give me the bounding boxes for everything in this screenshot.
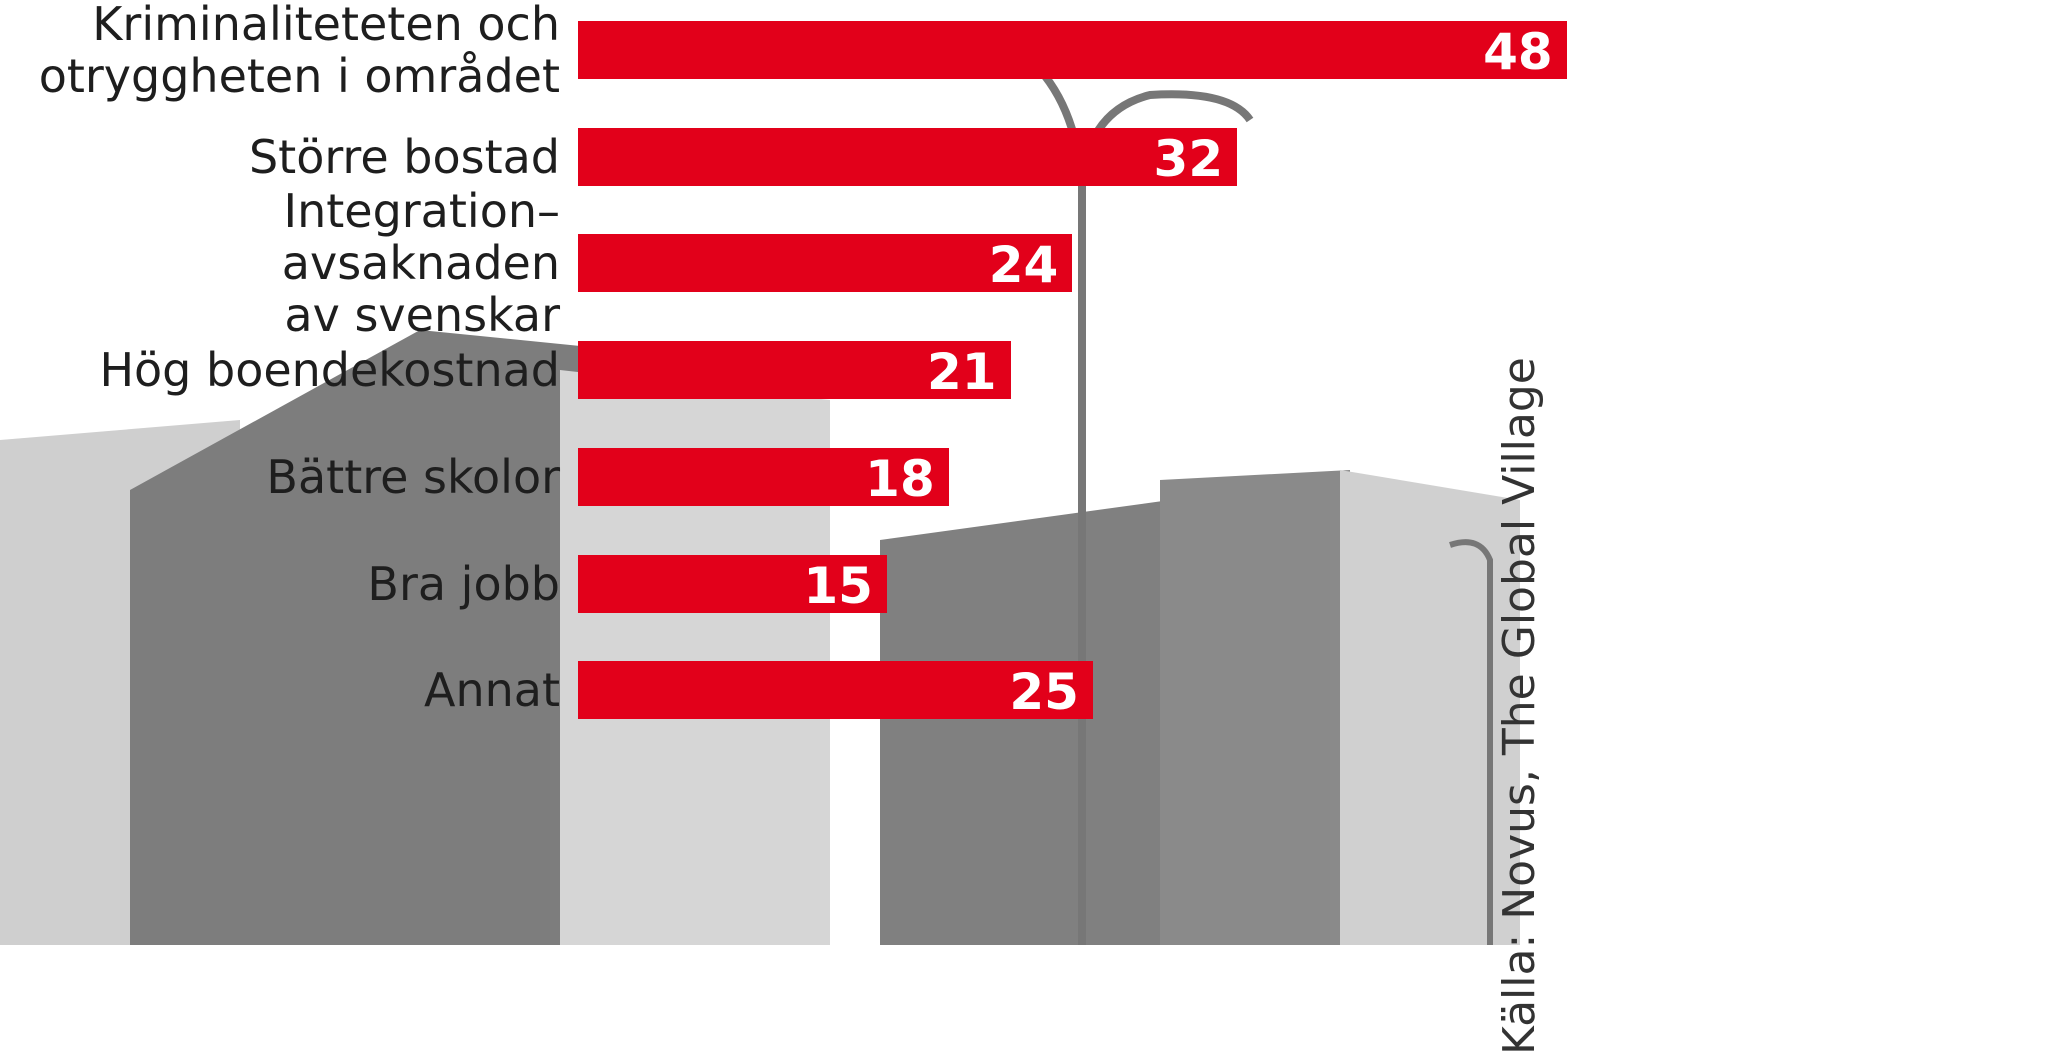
page: Källa: Novus, The Global Village (() => … — [0, 0, 1567, 1055]
bar — [578, 661, 1093, 720]
bar — [578, 21, 1567, 79]
category-label: Annat — [423, 663, 560, 718]
bar — [578, 127, 1238, 186]
building — [1340, 470, 1520, 945]
category-label: Större bostad — [248, 129, 560, 184]
category-label: Hög boendekostnad — [99, 343, 560, 398]
category-label: Bra jobb — [367, 556, 560, 611]
category-label: Kriminaliteteten och otryggheten i områd… — [38, 0, 560, 103]
value-label: 18 — [865, 449, 935, 508]
value-label: 24 — [988, 236, 1059, 295]
value-label: 32 — [1153, 129, 1224, 188]
building — [130, 330, 620, 945]
building — [1160, 470, 1350, 945]
value-label: 21 — [926, 343, 997, 402]
category-label: Integration– avsaknaden av svenskar — [281, 184, 560, 343]
category-label: Bättre skolor — [266, 449, 560, 504]
value-label: 48 — [1483, 23, 1553, 81]
building — [560, 370, 830, 945]
bar — [578, 234, 1073, 293]
building — [880, 500, 1170, 945]
bar — [578, 554, 887, 613]
bar — [578, 447, 949, 506]
source-note: Källa: Novus, The Global Village — [1494, 357, 1545, 1055]
value-label: 25 — [1009, 663, 1079, 722]
lamp-post — [1449, 539, 1493, 945]
value-label: 15 — [803, 556, 873, 615]
bar — [578, 341, 1011, 400]
